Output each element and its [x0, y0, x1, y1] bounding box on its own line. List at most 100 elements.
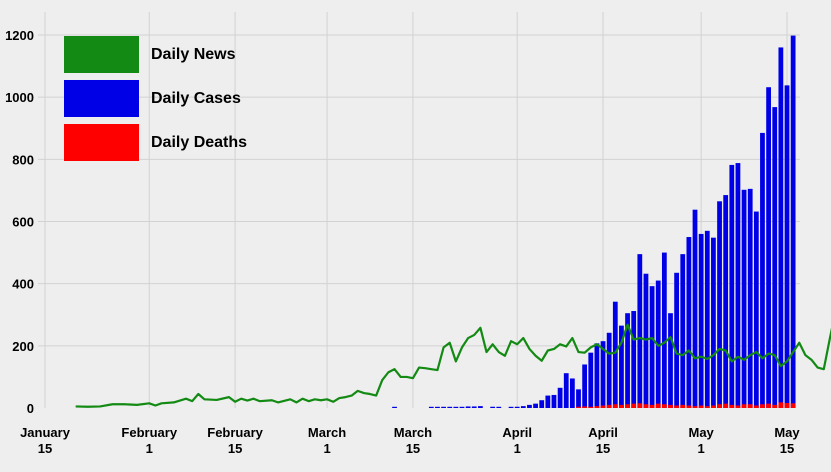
y-tick-label: 1000: [5, 90, 34, 105]
daily-cases-bar: [539, 400, 545, 408]
daily-news-series-line: [75, 323, 831, 408]
daily-deaths-bar: [643, 404, 649, 408]
daily-cases-bar: [508, 406, 514, 408]
daily-deaths-bar: [772, 404, 778, 408]
daily-cases-bar: [698, 233, 704, 408]
daily-cases-bar: [625, 313, 630, 408]
x-tick-label: 1: [323, 441, 330, 456]
daily-cases-bar: [496, 406, 502, 408]
daily-cases-bar: [471, 406, 477, 408]
daily-cases-bar: [527, 404, 532, 408]
daily-deaths-bar: [606, 404, 612, 408]
legend-swatch-daily-cases: [64, 80, 139, 117]
daily-cases-bar: [465, 406, 471, 408]
daily-cases-bars: [392, 35, 796, 409]
daily-cases-bar: [692, 209, 698, 408]
daily-deaths-bar: [717, 404, 722, 408]
daily-deaths-bar: [760, 404, 765, 408]
daily-deaths-bar: [723, 403, 729, 408]
daily-deaths-bar: [631, 403, 637, 408]
x-tick-label: May: [774, 425, 800, 440]
daily-deaths-bar: [668, 404, 673, 408]
daily-cases-bar: [747, 188, 753, 408]
daily-cases-bar: [600, 341, 606, 408]
daily-cases-bar: [717, 201, 722, 408]
daily-cases-bar: [612, 301, 618, 408]
daily-cases-bar: [766, 87, 771, 408]
daily-deaths-bar: [588, 406, 594, 408]
daily-cases-bar: [594, 343, 600, 408]
daily-cases-bar: [459, 406, 465, 408]
daily-deaths-bar: [698, 405, 704, 408]
x-axis-tick-labels: January15February1February15March1March1…: [20, 425, 800, 456]
daily-deaths-bar: [704, 406, 710, 408]
daily-cases-bar: [686, 237, 692, 408]
daily-cases-bar: [723, 195, 729, 408]
daily-cases-bar: [551, 394, 557, 408]
daily-cases-bar: [563, 373, 569, 408]
y-tick-label: 800: [12, 152, 34, 167]
daily-cases-bar: [643, 273, 649, 408]
daily-cases-bar: [520, 406, 526, 408]
daily-cases-bar: [435, 406, 440, 408]
daily-deaths-bars: [576, 402, 796, 408]
legend-swatch-daily-deaths: [64, 124, 139, 161]
daily-deaths-bar: [619, 404, 624, 408]
daily-cases-bar: [490, 406, 496, 408]
daily-cases-bar: [711, 237, 716, 408]
daily-cases-bar: [576, 389, 581, 408]
daily-cases-bar: [392, 406, 397, 408]
daily-cases-bar: [606, 332, 612, 408]
x-tick-label: April: [502, 425, 532, 440]
daily-deaths-bar: [655, 403, 661, 408]
daily-deaths-bar: [661, 404, 667, 408]
legend-swatch-daily-news: [64, 36, 139, 73]
daily-deaths-bar: [747, 404, 753, 408]
daily-cases-bar: [680, 254, 686, 408]
daily-cases-bar: [631, 311, 637, 408]
x-tick-label: April: [588, 425, 618, 440]
daily-deaths-bar: [680, 404, 686, 408]
daily-cases-bar: [741, 189, 747, 408]
daily-cases-bar: [772, 107, 778, 409]
daily-deaths-bar: [625, 404, 630, 408]
legend-label-daily-news: Daily News: [151, 46, 236, 63]
daily-cases-bar: [428, 406, 434, 408]
daily-deaths-bar: [649, 404, 655, 408]
daily-cases-bar: [760, 132, 765, 408]
daily-deaths-bar: [692, 406, 698, 408]
daily-deaths-bar: [729, 404, 735, 408]
y-tick-label: 600: [12, 215, 34, 230]
x-tick-label: February: [121, 425, 177, 440]
daily-cases-bar: [729, 164, 735, 408]
daily-cases-bar: [735, 163, 741, 408]
y-tick-label: 1200: [5, 28, 34, 43]
legend-label-daily-cases: Daily Cases: [151, 90, 241, 107]
daily-cases-bar: [778, 47, 784, 409]
daily-deaths-bar: [686, 405, 692, 408]
x-tick-label: January: [20, 425, 71, 440]
daily-cases-bar: [588, 352, 594, 408]
x-tick-label: 1: [698, 441, 705, 456]
daily-deaths-bar: [790, 403, 796, 408]
x-tick-label: 1: [514, 441, 521, 456]
daily-deaths-bar: [674, 405, 680, 408]
daily-cases-bar: [704, 230, 710, 408]
daily-cases-bar: [545, 395, 551, 408]
daily-deaths-bar: [711, 405, 716, 408]
x-tick-label: 15: [228, 441, 242, 456]
y-tick-label: 200: [12, 339, 34, 354]
daily-deaths-bar: [637, 403, 643, 408]
y-axis-tick-labels: 0 200 400 600 800 1000 1200: [5, 28, 34, 416]
daily-cases-bar: [668, 313, 673, 408]
daily-cases-bar: [661, 252, 667, 408]
daily-cases-bar: [569, 378, 575, 408]
daily-cases-bar: [557, 387, 563, 408]
daily-deaths-bar: [784, 403, 790, 408]
daily-cases-bar: [441, 406, 446, 408]
daily-cases-bar: [582, 364, 588, 408]
x-tick-label: May: [689, 425, 715, 440]
daily-cases-bar: [637, 254, 643, 408]
